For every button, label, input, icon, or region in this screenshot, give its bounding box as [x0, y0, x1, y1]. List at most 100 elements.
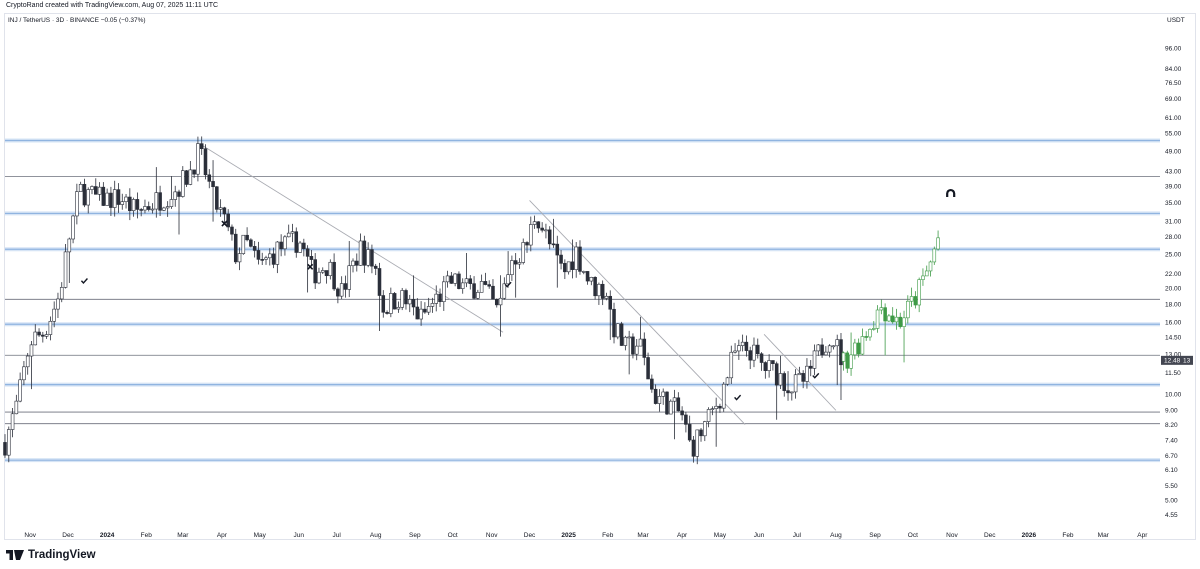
- candle-body: [737, 345, 741, 352]
- symbol-legend[interactable]: INJ / TetherUS · 3D · BINANCE −0.05 (−0.…: [8, 17, 146, 24]
- price-tick-label: 5.50: [1165, 483, 1178, 490]
- candle-body: [494, 298, 499, 306]
- candle: [665, 391, 669, 415]
- check-marker-icon: [812, 372, 820, 379]
- candle-body: [63, 251, 68, 288]
- candle: [646, 352, 650, 380]
- candle: [264, 255, 268, 265]
- candle: [767, 354, 771, 378]
- time-tick-label: 2026: [1022, 532, 1037, 539]
- candle-body: [585, 271, 590, 282]
- candle-body: [373, 265, 378, 269]
- projection-candle: [936, 230, 940, 251]
- candle: [585, 271, 590, 285]
- candle-body: [532, 221, 537, 225]
- price-tick-label: 14.50: [1165, 335, 1182, 342]
- time-tick-label: Feb: [141, 532, 153, 539]
- price-tick-label: 13.00: [1165, 351, 1182, 358]
- candle: [668, 399, 673, 415]
- candle-body: [774, 363, 779, 386]
- candle: [400, 287, 404, 311]
- candle: [59, 282, 64, 303]
- candle: [146, 201, 151, 212]
- candle: [721, 381, 726, 412]
- candle: [623, 335, 628, 351]
- candle: [740, 334, 745, 352]
- candle-body: [820, 344, 824, 356]
- time-tick-label: Nov: [486, 532, 498, 539]
- candle: [805, 358, 809, 389]
- candle-body: [381, 295, 386, 313]
- candle: [718, 403, 722, 413]
- candle-body: [392, 293, 397, 310]
- candle-body: [521, 242, 526, 263]
- candle-body: [801, 373, 805, 382]
- candle: [162, 206, 166, 212]
- candle-body: [513, 260, 518, 265]
- projection-candle: [845, 350, 850, 374]
- candle-body: [755, 344, 760, 355]
- candle-body: [199, 143, 204, 150]
- candle-body: [699, 429, 703, 437]
- time-tick-label: Dec: [62, 532, 74, 539]
- candle-body: [578, 246, 582, 272]
- tradingview-logo[interactable]: TradingView: [6, 548, 96, 562]
- candle-body: [245, 234, 249, 241]
- candle-body: [646, 357, 650, 380]
- price-tick-label: 76.50: [1165, 80, 1182, 87]
- candle-body: [445, 275, 450, 283]
- candle-body: [555, 243, 560, 256]
- candle-body: [407, 299, 412, 305]
- candle: [725, 376, 730, 386]
- candle: [642, 332, 647, 366]
- projection-candle: [917, 277, 921, 313]
- candle-body: [687, 424, 692, 441]
- candle: [105, 188, 109, 206]
- candle-body: [695, 429, 700, 457]
- candle-body: [377, 268, 382, 296]
- candle: [135, 192, 140, 219]
- tradingview-logo-text: TradingView: [28, 549, 96, 561]
- candle: [687, 415, 692, 442]
- candle: [748, 346, 752, 370]
- candle-body: [864, 336, 868, 338]
- candle-body: [839, 339, 843, 366]
- chart-frame[interactable]: [4, 13, 1196, 540]
- candle-body: [260, 259, 265, 261]
- candle-body: [256, 250, 261, 260]
- candle: [491, 279, 495, 300]
- price-axis: USDT 96.00 84.00 76.50 69.00 61.00 55.00 49.00…: [1165, 17, 1185, 519]
- projection-candle: [879, 299, 884, 315]
- candle-body: [286, 232, 291, 238]
- candle: [411, 275, 416, 316]
- trendline: [529, 200, 746, 425]
- candle: [684, 411, 688, 433]
- projection-candle: [887, 313, 891, 322]
- candle: [381, 290, 386, 318]
- candle-body: [540, 227, 544, 231]
- projection-candle: [871, 321, 876, 331]
- candle-body: [767, 360, 771, 371]
- price-tick-label: 6.70: [1165, 453, 1178, 460]
- candle: [593, 276, 597, 300]
- time-tick-label: Sep: [869, 532, 881, 539]
- price-tick-label: 16.00: [1165, 320, 1182, 327]
- candle: [744, 335, 749, 357]
- price-tick-label: 20.00: [1165, 285, 1182, 292]
- projection-candle: [909, 287, 914, 307]
- candle: [67, 237, 72, 283]
- candle: [196, 136, 200, 182]
- candle: [139, 207, 143, 217]
- check-marker-icon: [504, 281, 512, 288]
- projection-candle: [932, 246, 937, 265]
- candle: [827, 344, 832, 358]
- candle: [268, 248, 272, 266]
- candle-body: [547, 229, 552, 245]
- candle-body: [932, 248, 937, 263]
- price-tick-label: 18.00: [1165, 302, 1182, 309]
- candle-body: [763, 362, 768, 371]
- time-tick-label: Apr: [677, 532, 688, 539]
- candle: [22, 360, 26, 386]
- candle: [782, 371, 787, 397]
